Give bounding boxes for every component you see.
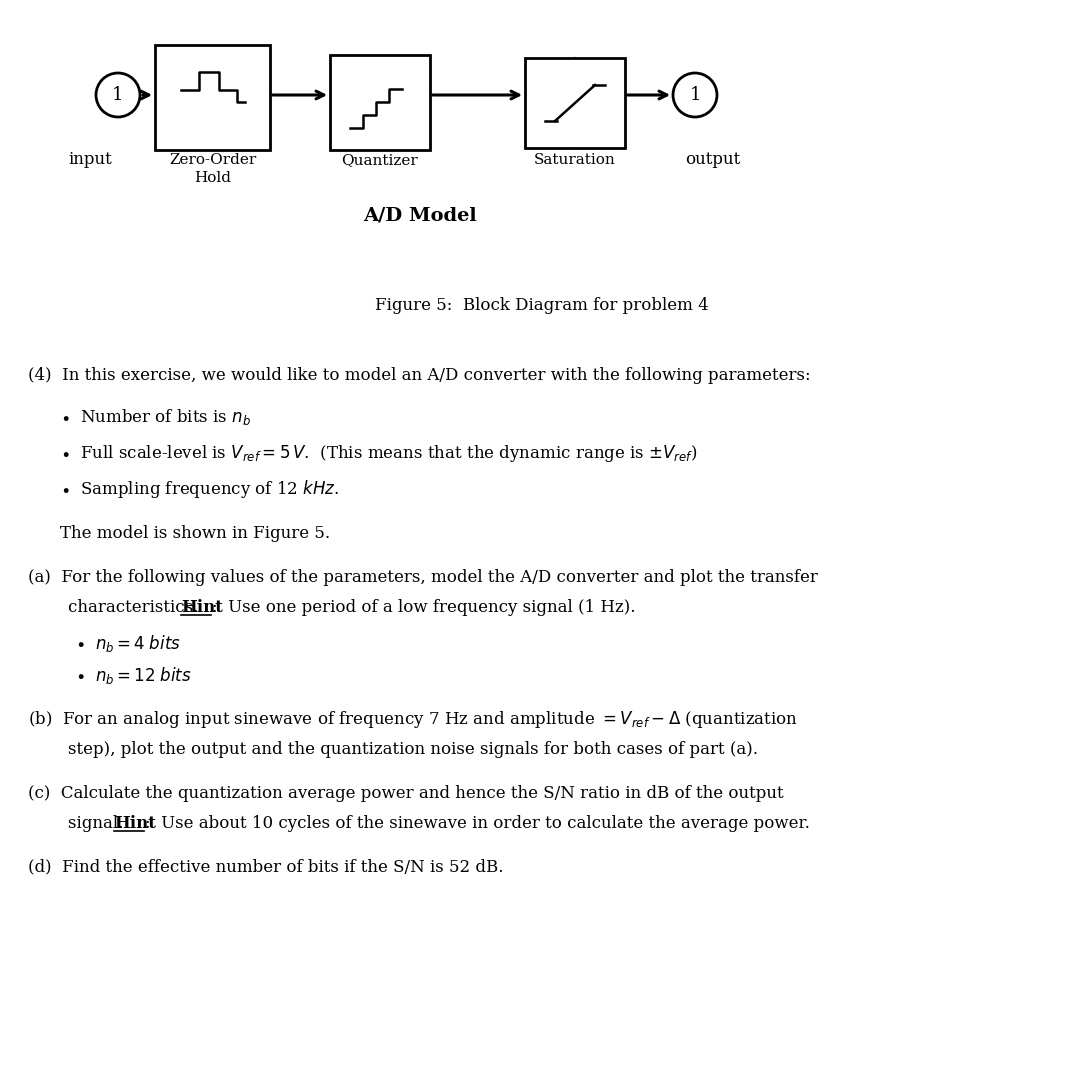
Text: Quantizer: Quantizer xyxy=(342,153,419,167)
Bar xyxy=(525,58,625,148)
Text: (4)  In this exercise, we would like to model an A/D converter with the followin: (4) In this exercise, we would like to m… xyxy=(28,366,810,383)
Text: :  Use about 10 cycles of the sinewave in order to calculate the average power.: : Use about 10 cycles of the sinewave in… xyxy=(145,814,809,832)
Text: $\bullet$: $\bullet$ xyxy=(60,408,69,426)
Text: (d)  Find the effective number of bits if the S/N is 52 dB.: (d) Find the effective number of bits if… xyxy=(28,859,503,876)
Text: Sampling frequency of 12 $kHz$.: Sampling frequency of 12 $kHz$. xyxy=(80,478,340,500)
Text: Figure 5:  Block Diagram for problem 4: Figure 5: Block Diagram for problem 4 xyxy=(375,297,709,313)
Text: characteristics.: characteristics. xyxy=(68,598,209,616)
Text: $\bullet$: $\bullet$ xyxy=(75,634,85,652)
Text: :  Use one period of a low frequency signal (1 Hz).: : Use one period of a low frequency sign… xyxy=(212,598,636,616)
Text: Saturation: Saturation xyxy=(534,153,616,167)
Text: Zero-Order: Zero-Order xyxy=(169,153,256,167)
Text: $n_b = 4\;bits$: $n_b = 4\;bits$ xyxy=(95,633,181,653)
Bar xyxy=(155,45,270,150)
Text: signal.: signal. xyxy=(68,814,133,832)
Text: input: input xyxy=(68,151,112,168)
Text: Full scale-level is $V_{ref} = 5\,V$.  (This means that the dynamic range is $\p: Full scale-level is $V_{ref} = 5\,V$. (T… xyxy=(80,443,698,463)
Text: (c)  Calculate the quantization average power and hence the S/N ratio in dB of t: (c) Calculate the quantization average p… xyxy=(28,784,783,801)
Text: The model is shown in Figure 5.: The model is shown in Figure 5. xyxy=(60,525,330,541)
Text: step), plot the output and the quantization noise signals for both cases of part: step), plot the output and the quantizat… xyxy=(68,741,758,757)
Text: $\bullet$: $\bullet$ xyxy=(60,444,69,462)
Bar xyxy=(330,55,430,150)
Text: Hold: Hold xyxy=(194,171,231,185)
Text: 1: 1 xyxy=(112,86,124,104)
Text: $\bullet$: $\bullet$ xyxy=(60,480,69,498)
Text: (b)  For an analog input sinewave of frequency 7 Hz and amplitude $= V_{ref} - \: (b) For an analog input sinewave of freq… xyxy=(28,708,799,729)
Text: $n_b = 12\;bits$: $n_b = 12\;bits$ xyxy=(95,664,191,686)
Text: output: output xyxy=(685,151,740,168)
Circle shape xyxy=(673,73,717,117)
Text: A/D Model: A/D Model xyxy=(363,206,477,224)
Text: $\bullet$: $\bullet$ xyxy=(75,666,85,684)
Text: 1: 1 xyxy=(689,86,701,104)
Circle shape xyxy=(95,73,140,117)
Text: Number of bits is $n_b$: Number of bits is $n_b$ xyxy=(80,407,251,427)
Text: Hint: Hint xyxy=(181,598,222,616)
Text: (a)  For the following values of the parameters, model the A/D converter and plo: (a) For the following values of the para… xyxy=(28,568,818,585)
Text: Hint: Hint xyxy=(114,814,156,832)
